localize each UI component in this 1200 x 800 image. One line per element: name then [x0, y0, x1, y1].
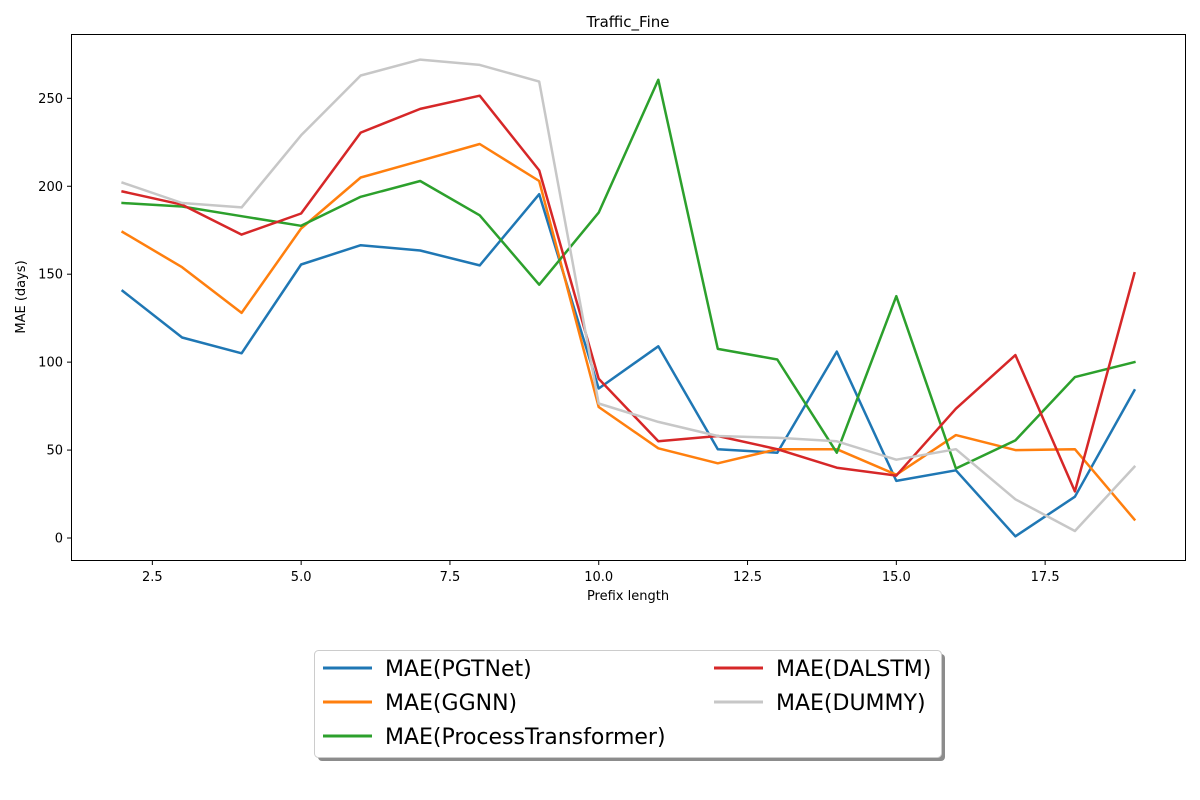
series-line-4: [121, 58, 1137, 533]
y-axis-label: MAE (days): [14, 260, 29, 333]
legend-label-1: MAE(GGNN): [385, 691, 517, 716]
y-tick-label: 200: [38, 180, 63, 195]
series-line-3: [121, 94, 1136, 493]
chart-title: Traffic_Fine: [585, 13, 669, 32]
x-tick-label: 10.0: [584, 570, 613, 585]
series-lines: [120, 58, 1137, 538]
legend: MAE(PGTNet) MAE(GGNN) MAE(ProcessTransform…: [314, 650, 945, 761]
legend-items: MAE(PGTNet) MAE(GGNN) MAE(ProcessTransform…: [323, 657, 931, 750]
x-tick-label: 17.5: [1031, 570, 1060, 585]
x-tick-label: 5.0: [291, 570, 312, 585]
x-tick-label: 7.5: [440, 570, 461, 585]
series-line-2: [121, 78, 1136, 470]
x-tick-label: 12.5: [733, 570, 762, 585]
x-tick-label: 2.5: [142, 570, 163, 585]
legend-box: [314, 650, 942, 758]
y-tick-label: 250: [38, 92, 63, 107]
legend-label-2: MAE(ProcessTransformer): [385, 725, 666, 750]
legend-label-0: MAE(PGTNet): [385, 657, 532, 682]
series-line-0: [120, 192, 1137, 538]
x-axis-label: Prefix length: [587, 589, 669, 604]
legend-label-4: MAE(DUMMY): [776, 691, 926, 716]
y-tick-label: 0: [55, 532, 63, 547]
y-axis: 0 50 100 150 200 250: [38, 92, 72, 547]
series-line-1: [120, 142, 1137, 522]
x-tick-label: 15.0: [882, 570, 911, 585]
y-tick-label: 100: [38, 356, 63, 371]
x-axis: 2.5 5.0 7.5 10.0 12.5 15.0 17.5: [142, 560, 1060, 585]
legend-label-3: MAE(DALSTM): [776, 657, 931, 682]
y-tick-label: 50: [46, 444, 63, 459]
y-tick-label: 150: [38, 268, 63, 283]
plot-frame: [71, 34, 1186, 561]
